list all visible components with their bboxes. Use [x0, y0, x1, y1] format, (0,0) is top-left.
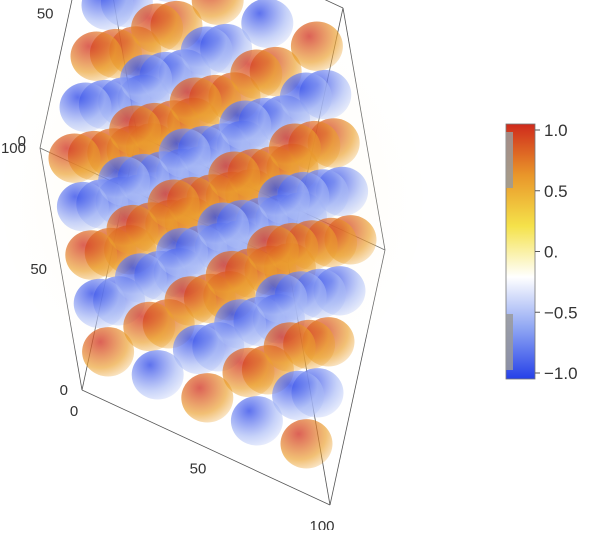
positive-blob [191, 0, 244, 25]
negative-blob [158, 0, 179, 2]
negative-blob [219, 100, 272, 150]
colorbar-marker [506, 314, 513, 370]
colorbar-tick-label: −1.0 [544, 364, 578, 383]
positive-blob [70, 31, 123, 81]
positive-blob [123, 301, 176, 352]
positive-blob [147, 179, 200, 229]
negative-blob [272, 370, 325, 421]
box-edge [81, 389, 331, 506]
colorbar-tick-label: 1.0 [544, 121, 568, 140]
positive-blob [268, 123, 321, 173]
negative-blob [120, 54, 173, 104]
density-blobs [48, 0, 377, 469]
negative-blob [59, 82, 112, 132]
colorbar: 1.0 0.5 0. −0.5 −1.0 [505, 121, 578, 383]
positive-blob [246, 225, 299, 275]
z-tick-label: 100 [1, 140, 26, 157]
positive-blob [164, 276, 217, 326]
positive-blob [106, 204, 159, 255]
positive-blob [65, 230, 118, 280]
positive-blob [48, 133, 101, 183]
negative-blob [172, 324, 225, 375]
positive-blob [290, 21, 343, 71]
positive-blob [131, 3, 184, 53]
positive-blob [205, 250, 258, 301]
z-tick-label: 50 [30, 261, 47, 278]
negative-blob [279, 72, 332, 122]
negative-blob [214, 299, 267, 349]
negative-blob [158, 128, 211, 178]
colorbar-tick-label: −0.5 [544, 303, 578, 322]
negative-blob [98, 156, 151, 206]
colorbar-tick-label: 0. [544, 243, 558, 262]
positive-blob [169, 77, 222, 127]
negative-blob [197, 202, 250, 252]
positive-blob [109, 105, 162, 155]
negative-blob [255, 273, 308, 324]
x-tick-label: 100 [309, 518, 334, 530]
negative-blob [73, 278, 126, 329]
z-tick-label: 0 [60, 382, 68, 399]
y-tick-label: 50 [37, 6, 54, 23]
positive-blob [230, 49, 283, 99]
negative-blob [257, 174, 310, 224]
negative-blob [156, 227, 209, 278]
negative-blob [56, 181, 109, 232]
positive-blob [82, 327, 135, 377]
positive-blob [263, 322, 316, 372]
negative-blob [131, 350, 184, 400]
x-tick-label: 50 [190, 461, 207, 478]
negative-blob [230, 396, 283, 446]
positive-blob [181, 373, 234, 423]
negative-blob [114, 253, 167, 303]
positive-blob [208, 151, 261, 201]
x-tick-label: 0 [70, 403, 78, 420]
colorbar-tick-label: 0.5 [544, 182, 568, 201]
negative-blob [180, 26, 233, 76]
colorbar-marker [506, 132, 513, 188]
positive-blob [280, 419, 333, 469]
negative-blob [81, 0, 134, 30]
y-tick-label: 0 [18, 133, 26, 150]
negative-blob [241, 0, 294, 48]
positive-blob [222, 347, 275, 398]
